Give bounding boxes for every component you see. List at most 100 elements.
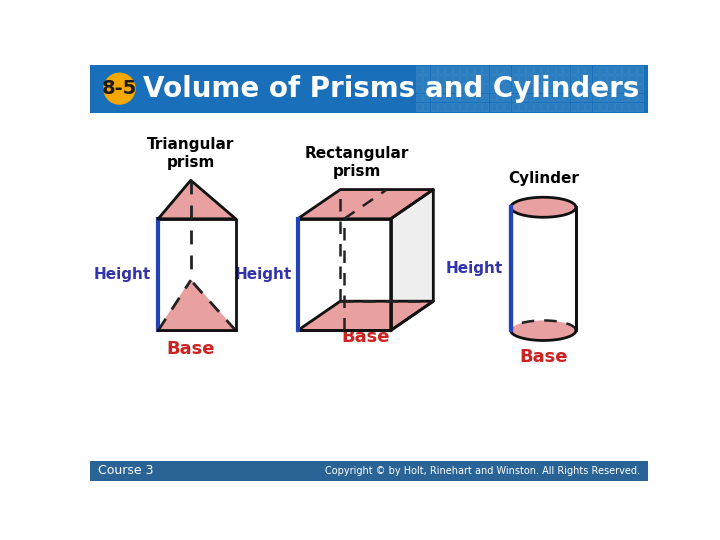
- FancyBboxPatch shape: [622, 84, 629, 92]
- FancyBboxPatch shape: [541, 75, 547, 83]
- FancyBboxPatch shape: [453, 84, 459, 92]
- FancyBboxPatch shape: [474, 75, 481, 83]
- FancyBboxPatch shape: [549, 103, 554, 111]
- FancyBboxPatch shape: [563, 75, 570, 83]
- FancyBboxPatch shape: [467, 66, 474, 73]
- FancyBboxPatch shape: [467, 84, 474, 92]
- FancyBboxPatch shape: [453, 75, 459, 83]
- FancyBboxPatch shape: [593, 93, 599, 102]
- FancyBboxPatch shape: [556, 75, 562, 83]
- FancyBboxPatch shape: [549, 93, 554, 102]
- FancyBboxPatch shape: [504, 93, 510, 102]
- FancyBboxPatch shape: [504, 75, 510, 83]
- FancyBboxPatch shape: [578, 75, 584, 83]
- FancyBboxPatch shape: [423, 75, 429, 83]
- FancyBboxPatch shape: [474, 66, 481, 73]
- FancyBboxPatch shape: [512, 103, 518, 111]
- FancyBboxPatch shape: [600, 103, 606, 111]
- FancyBboxPatch shape: [600, 75, 606, 83]
- FancyBboxPatch shape: [593, 75, 599, 83]
- FancyBboxPatch shape: [416, 103, 422, 111]
- FancyBboxPatch shape: [607, 66, 613, 73]
- FancyBboxPatch shape: [512, 75, 518, 83]
- FancyBboxPatch shape: [615, 84, 621, 92]
- FancyBboxPatch shape: [600, 66, 606, 73]
- FancyBboxPatch shape: [534, 103, 540, 111]
- FancyBboxPatch shape: [467, 103, 474, 111]
- FancyBboxPatch shape: [519, 93, 525, 102]
- FancyBboxPatch shape: [556, 66, 562, 73]
- FancyBboxPatch shape: [629, 103, 636, 111]
- FancyBboxPatch shape: [534, 75, 540, 83]
- FancyBboxPatch shape: [622, 75, 629, 83]
- FancyBboxPatch shape: [578, 66, 584, 73]
- FancyBboxPatch shape: [563, 84, 570, 92]
- Text: Copyright © by Holt, Rinehart and Winston. All Rights Reserved.: Copyright © by Holt, Rinehart and Winsto…: [325, 465, 640, 476]
- FancyBboxPatch shape: [423, 93, 429, 102]
- FancyBboxPatch shape: [438, 84, 444, 92]
- Text: Height: Height: [93, 267, 150, 282]
- FancyBboxPatch shape: [578, 84, 584, 92]
- Polygon shape: [297, 219, 391, 330]
- FancyBboxPatch shape: [549, 75, 554, 83]
- FancyBboxPatch shape: [526, 84, 533, 92]
- FancyBboxPatch shape: [636, 84, 643, 92]
- Text: Course 3: Course 3: [98, 464, 153, 477]
- FancyBboxPatch shape: [490, 84, 495, 92]
- FancyBboxPatch shape: [504, 84, 510, 92]
- FancyBboxPatch shape: [497, 93, 503, 102]
- FancyBboxPatch shape: [570, 93, 577, 102]
- FancyBboxPatch shape: [578, 93, 584, 102]
- FancyBboxPatch shape: [482, 75, 488, 83]
- FancyBboxPatch shape: [534, 66, 540, 73]
- FancyBboxPatch shape: [453, 93, 459, 102]
- FancyBboxPatch shape: [519, 103, 525, 111]
- FancyBboxPatch shape: [482, 84, 488, 92]
- FancyBboxPatch shape: [453, 103, 459, 111]
- FancyBboxPatch shape: [497, 75, 503, 83]
- FancyBboxPatch shape: [629, 84, 636, 92]
- FancyBboxPatch shape: [541, 93, 547, 102]
- FancyBboxPatch shape: [570, 84, 577, 92]
- Polygon shape: [158, 280, 235, 330]
- FancyBboxPatch shape: [474, 84, 481, 92]
- Text: Volume of Prisms and Cylinders: Volume of Prisms and Cylinders: [143, 75, 639, 103]
- FancyBboxPatch shape: [423, 103, 429, 111]
- FancyBboxPatch shape: [460, 103, 467, 111]
- FancyBboxPatch shape: [629, 93, 636, 102]
- FancyBboxPatch shape: [622, 103, 629, 111]
- FancyBboxPatch shape: [629, 66, 636, 73]
- FancyBboxPatch shape: [474, 103, 481, 111]
- FancyBboxPatch shape: [570, 66, 577, 73]
- FancyBboxPatch shape: [446, 75, 451, 83]
- FancyBboxPatch shape: [490, 66, 495, 73]
- FancyBboxPatch shape: [416, 66, 422, 73]
- FancyBboxPatch shape: [585, 75, 591, 83]
- Text: Triangular
prism: Triangular prism: [147, 137, 235, 170]
- Text: Height: Height: [234, 267, 292, 282]
- Text: Height: Height: [446, 261, 503, 276]
- FancyBboxPatch shape: [607, 84, 613, 92]
- FancyBboxPatch shape: [460, 93, 467, 102]
- FancyBboxPatch shape: [570, 103, 577, 111]
- Text: Rectangular
prism: Rectangular prism: [305, 146, 409, 179]
- FancyBboxPatch shape: [512, 84, 518, 92]
- FancyBboxPatch shape: [636, 93, 643, 102]
- FancyBboxPatch shape: [446, 66, 451, 73]
- FancyBboxPatch shape: [541, 84, 547, 92]
- FancyBboxPatch shape: [438, 103, 444, 111]
- FancyBboxPatch shape: [534, 84, 540, 92]
- FancyBboxPatch shape: [90, 461, 648, 481]
- FancyBboxPatch shape: [549, 66, 554, 73]
- FancyBboxPatch shape: [622, 93, 629, 102]
- FancyBboxPatch shape: [519, 66, 525, 73]
- FancyBboxPatch shape: [593, 103, 599, 111]
- FancyBboxPatch shape: [563, 93, 570, 102]
- FancyBboxPatch shape: [585, 84, 591, 92]
- FancyBboxPatch shape: [423, 66, 429, 73]
- FancyBboxPatch shape: [438, 93, 444, 102]
- FancyBboxPatch shape: [607, 103, 613, 111]
- Polygon shape: [297, 301, 433, 330]
- FancyBboxPatch shape: [636, 75, 643, 83]
- FancyBboxPatch shape: [607, 75, 613, 83]
